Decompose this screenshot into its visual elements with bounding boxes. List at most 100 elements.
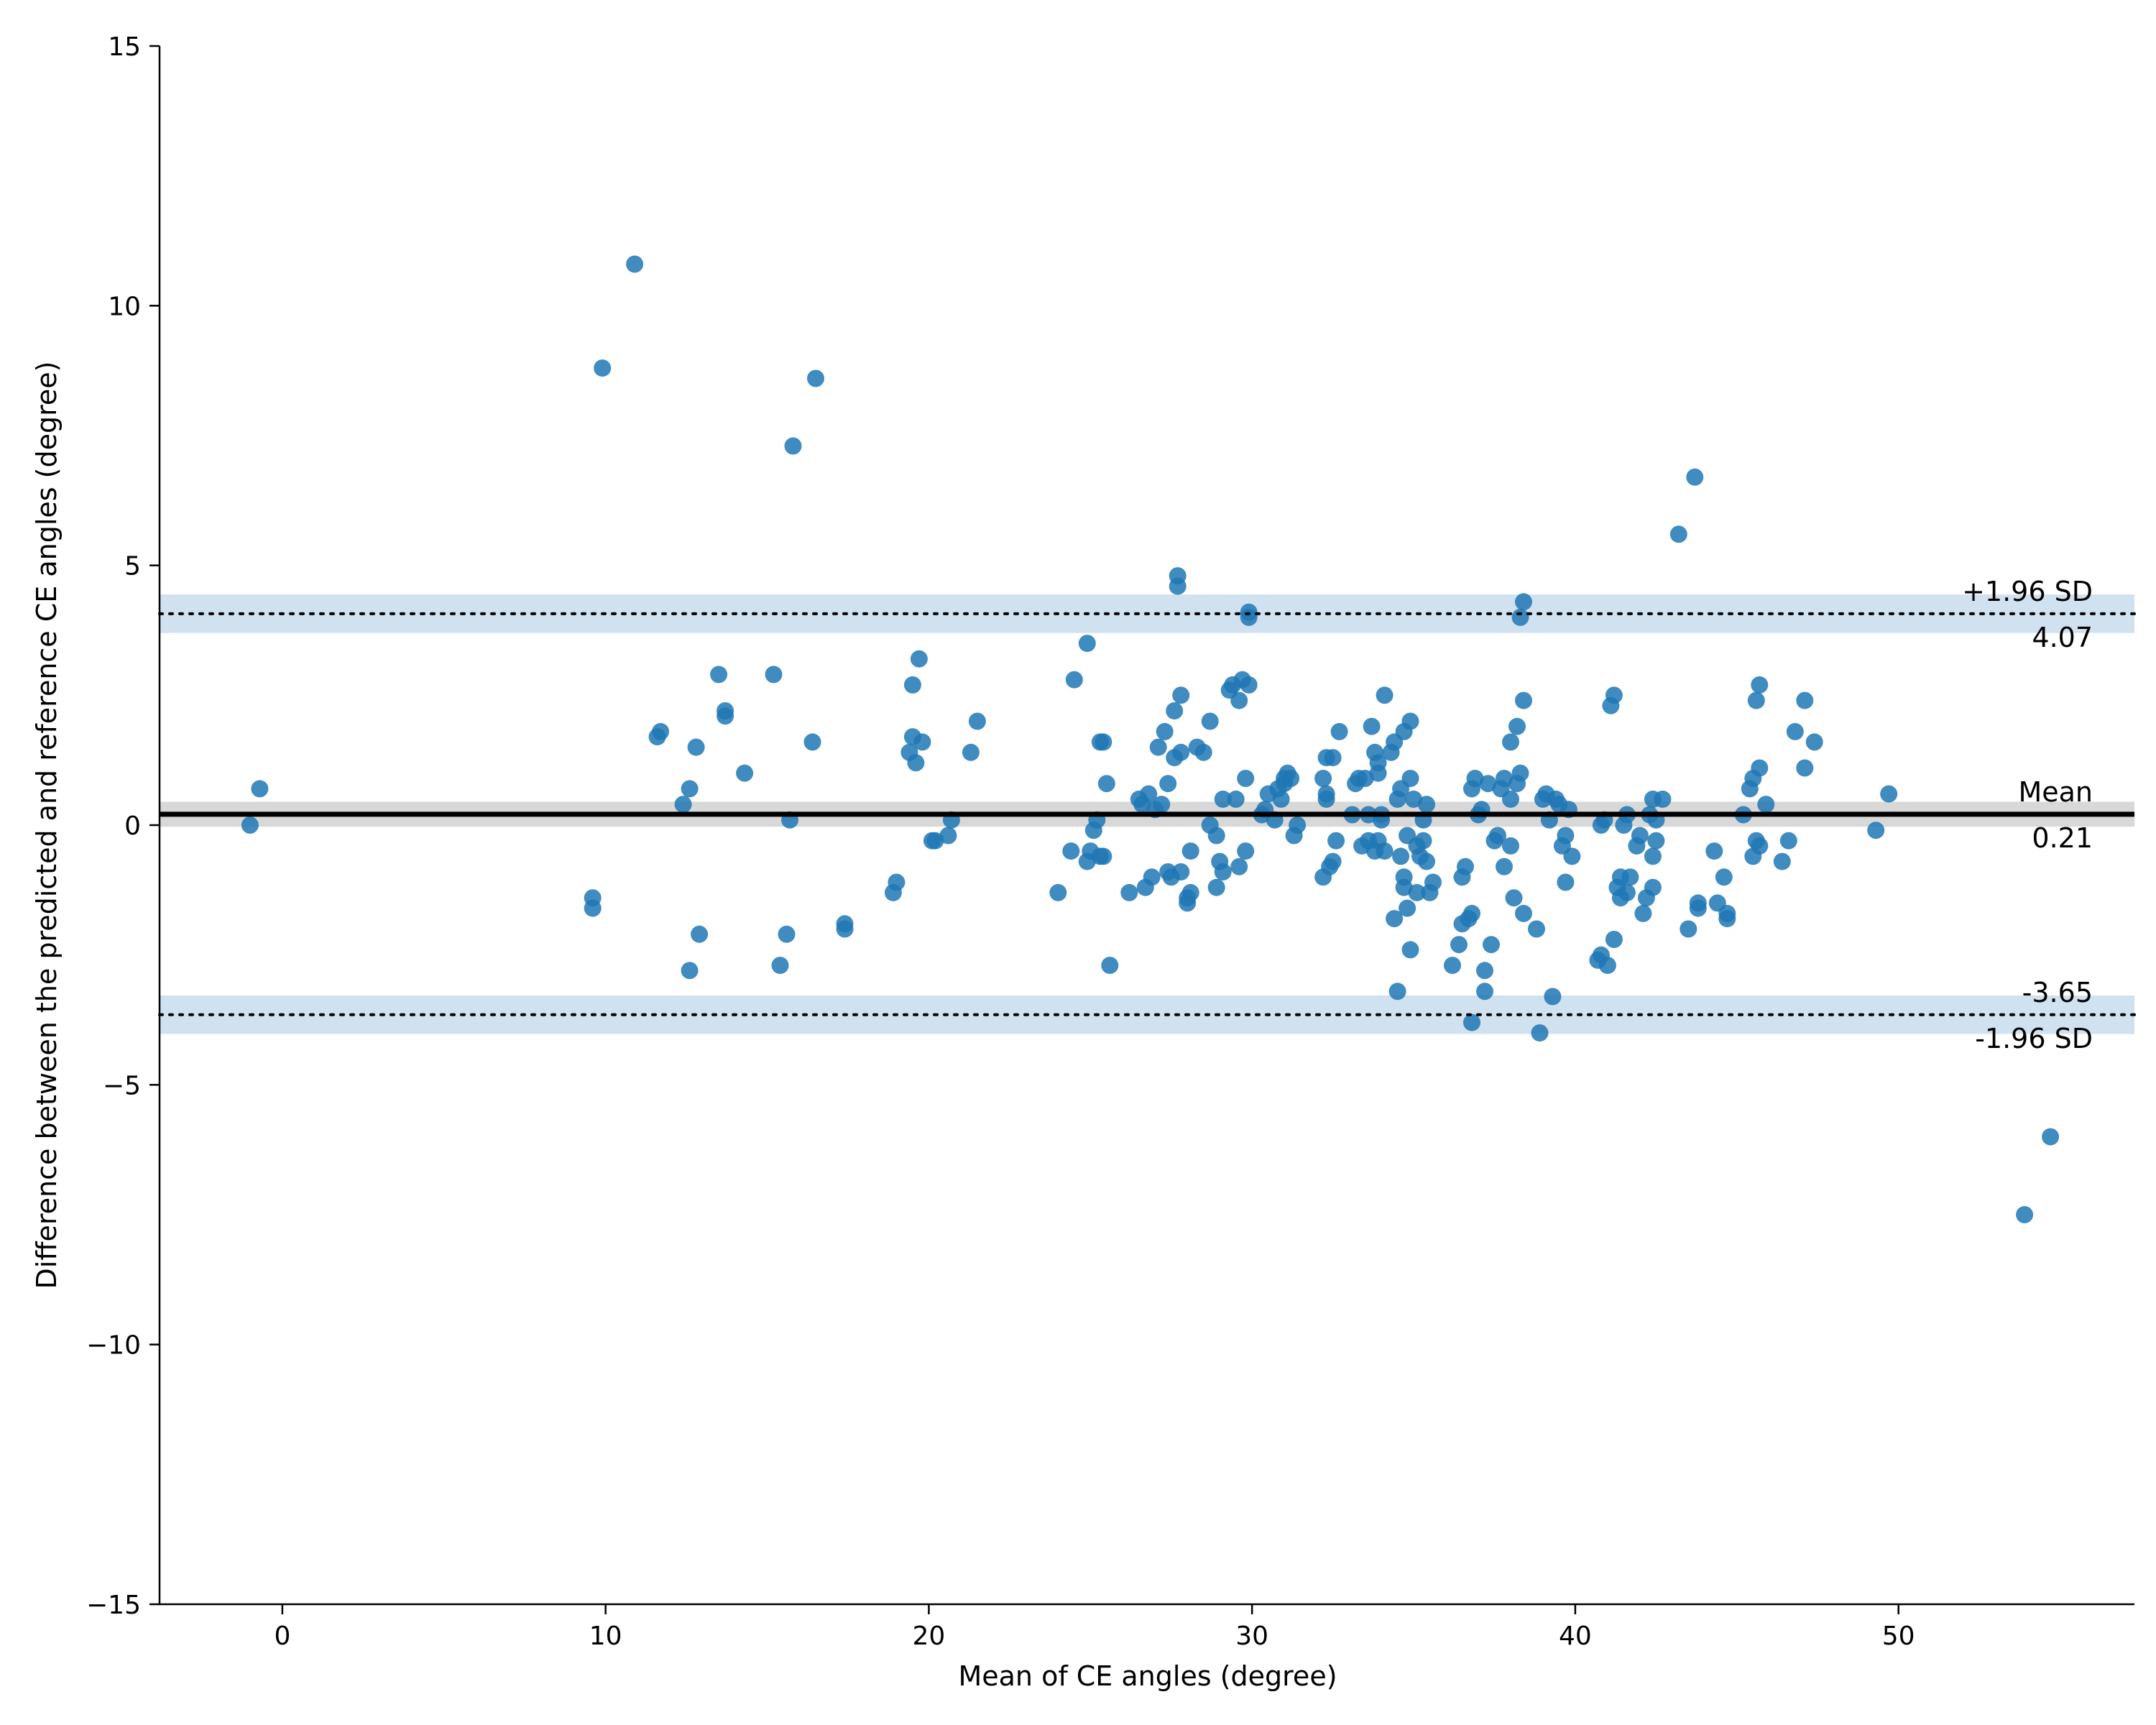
data-point: [1095, 847, 1112, 865]
data-point: [1181, 842, 1199, 860]
data-point: [1062, 842, 1080, 860]
data-point: [765, 666, 783, 684]
data-point: [1418, 852, 1435, 870]
x-tick-label: 10: [589, 1622, 622, 1651]
data-point: [1097, 775, 1115, 793]
data-point: [1508, 717, 1526, 735]
data-point: [1505, 889, 1523, 907]
data-point: [1172, 743, 1190, 761]
data-point: [1496, 857, 1513, 875]
x-tick-label: 30: [1235, 1622, 1268, 1651]
data-point: [626, 255, 644, 273]
lower-loa-value: -3.65: [2022, 977, 2093, 1008]
data-point: [687, 738, 705, 756]
data-point: [1531, 1024, 1549, 1042]
data-point: [1207, 878, 1225, 896]
data-point: [1457, 857, 1474, 875]
data-point: [910, 650, 928, 668]
data-point: [1230, 691, 1248, 709]
data-point: [1207, 827, 1225, 845]
data-point: [1317, 790, 1335, 808]
data-point: [710, 666, 728, 684]
lower-loa-label: -1.96 SD: [1975, 1023, 2093, 1054]
data-point: [1181, 883, 1199, 901]
data-point: [1511, 608, 1529, 626]
data-point: [888, 873, 906, 891]
data-point: [717, 707, 734, 725]
data-point: [1511, 764, 1529, 782]
data-point: [1214, 863, 1232, 880]
data-point: [241, 816, 259, 834]
data-point: [1747, 691, 1765, 709]
data-point: [1867, 822, 1885, 840]
x-tick-label: 50: [1882, 1622, 1915, 1651]
data-point: [1120, 883, 1138, 901]
data-point: [1528, 920, 1545, 938]
data-point: [1621, 868, 1639, 886]
mean-value: 0.21: [2032, 822, 2093, 854]
data-point: [652, 722, 670, 740]
data-point: [681, 780, 699, 798]
data-point: [1463, 1013, 1480, 1031]
data-point: [2016, 1206, 2034, 1223]
data-point: [1502, 837, 1519, 855]
data-point: [1751, 837, 1769, 855]
x-tick-label: 40: [1559, 1622, 1592, 1651]
data-point: [1408, 883, 1426, 901]
reference-line-labels: +1.96 SD 4.07 Mean 0.21 -3.65 -1.96 SD: [1962, 576, 2093, 1054]
data-point: [1363, 717, 1381, 735]
data-point: [803, 733, 821, 751]
data-point: [1237, 842, 1255, 860]
data-point: [1172, 686, 1190, 704]
data-point: [736, 764, 754, 782]
data-point: [1773, 852, 1791, 870]
data-point: [1705, 842, 1723, 860]
data-point: [594, 359, 612, 377]
data-point: [1272, 790, 1290, 808]
data-point: [1483, 936, 1500, 954]
data-point: [1289, 816, 1307, 834]
data-point: [1718, 910, 1736, 928]
data-point: [913, 733, 931, 751]
data-point: [968, 712, 986, 730]
data-point: [1369, 764, 1387, 782]
data-point: [1376, 842, 1393, 860]
data-point: [784, 437, 802, 455]
data-point: [1880, 785, 1898, 803]
data-point: [1201, 712, 1219, 730]
data-point: [681, 962, 699, 980]
data-point: [1796, 691, 1814, 709]
data-point: [1401, 770, 1419, 787]
data-point: [1227, 790, 1245, 808]
data-point: [962, 743, 980, 761]
data-point: [1751, 676, 1769, 694]
data-point: [691, 925, 709, 943]
data-point: [939, 827, 957, 845]
data-point: [1463, 904, 1480, 922]
data-point: [1282, 770, 1300, 787]
data-point: [1078, 635, 1096, 653]
data-point: [1214, 790, 1232, 808]
data-point: [1401, 941, 1419, 959]
data-point: [907, 754, 925, 772]
data-point: [2042, 1128, 2060, 1146]
data-point: [1786, 722, 1804, 740]
data-point: [1689, 894, 1707, 912]
y-tick-label: 15: [108, 32, 141, 62]
data-point: [1240, 608, 1258, 626]
data-point: [1314, 770, 1332, 787]
data-point: [1476, 962, 1493, 980]
data-point: [1418, 796, 1435, 814]
data-point: [1049, 883, 1067, 901]
data-point: [1796, 759, 1814, 777]
data-point: [1686, 468, 1704, 486]
data-point: [1169, 567, 1187, 585]
data-point: [1240, 676, 1258, 694]
upper-loa-label: +1.96 SD: [1962, 576, 2093, 607]
data-point: [1395, 868, 1413, 886]
data-point: [1230, 857, 1248, 875]
data-point: [1805, 733, 1823, 751]
data-point: [1444, 957, 1461, 975]
data-point: [674, 796, 692, 814]
data-point: [1401, 712, 1419, 730]
